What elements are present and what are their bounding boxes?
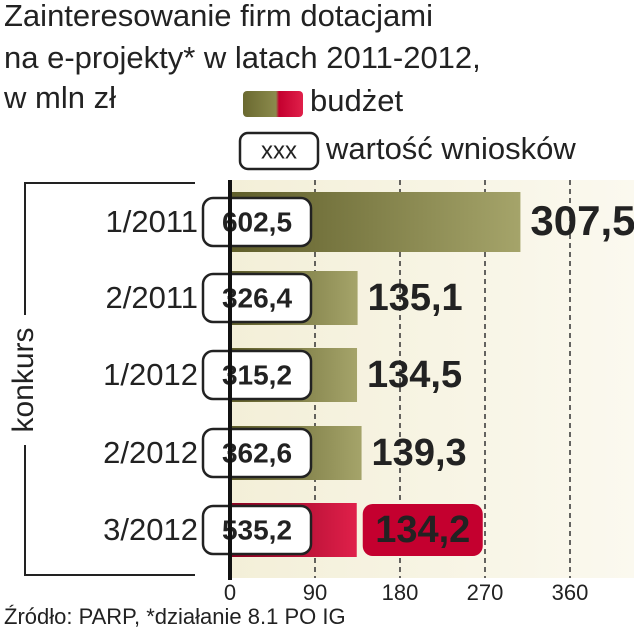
title-line: w mln zł bbox=[3, 80, 116, 115]
value-label: 134,5 bbox=[367, 354, 462, 396]
x-tick-label: 360 bbox=[552, 580, 589, 605]
y-tick-label: 1/2012 bbox=[103, 357, 198, 392]
x-tick-label: 90 bbox=[303, 580, 327, 605]
title-line: Zainteresowanie firm dotacjami bbox=[4, 0, 433, 33]
y-tick-label: 2/2011 bbox=[105, 280, 198, 315]
value-label-box bbox=[362, 504, 483, 556]
value-label: 307,5 bbox=[530, 197, 634, 244]
legend-box bbox=[238, 131, 320, 171]
legend-box-label: xxx bbox=[261, 137, 297, 164]
application-label: 326,4 bbox=[222, 282, 292, 313]
value-label: 139,3 bbox=[372, 432, 467, 474]
x-tick-label: 270 bbox=[467, 580, 504, 605]
application-label: 315,2 bbox=[222, 359, 292, 390]
legend-label: wartość wniosków bbox=[325, 131, 576, 166]
legend-swatch bbox=[243, 91, 303, 117]
y-tick-label: 2/2012 bbox=[103, 435, 198, 470]
value-label: 134,2 bbox=[375, 509, 470, 551]
source: Źródło: PARP, *działanie 8.1 PO IG bbox=[4, 604, 346, 629]
application-label: 602,5 bbox=[222, 206, 292, 237]
y-axis-label: konkurs bbox=[7, 327, 40, 432]
application-label: 535,2 bbox=[222, 514, 292, 545]
value-label: 135,1 bbox=[368, 277, 463, 319]
y-tick-label: 3/2012 bbox=[103, 512, 198, 547]
label-bg bbox=[8, 315, 42, 445]
title-line: na e-projekty* w latach 2011-2012, bbox=[4, 40, 481, 75]
legend-label: budżet bbox=[310, 83, 403, 118]
x-tick-label: 0 bbox=[224, 580, 236, 605]
y-tick-label: 1/2011 bbox=[105, 204, 198, 239]
application-label: 362,6 bbox=[222, 437, 292, 468]
x-tick-label: 180 bbox=[382, 580, 419, 605]
